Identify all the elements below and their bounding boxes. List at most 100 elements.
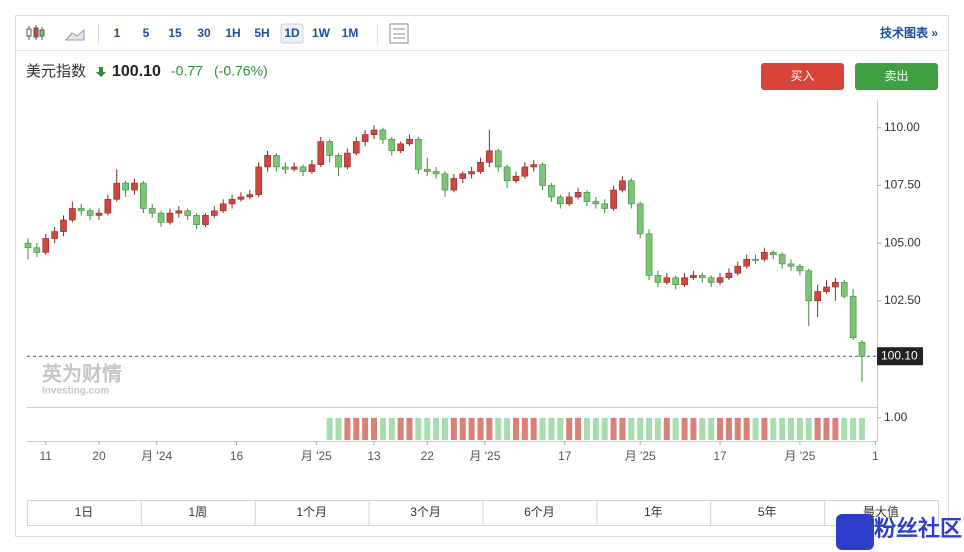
period-tab[interactable] (368, 500, 484, 526)
candle-body (33, 247, 41, 253)
interval-button[interactable]: 5 (143, 26, 150, 40)
x-tick-label: 月 '25 (784, 449, 815, 463)
candle-body (273, 155, 280, 168)
sell-button[interactable] (855, 63, 938, 90)
period-label[interactable]: 最大值 (863, 504, 899, 519)
volume-bar (415, 417, 422, 440)
candle-body (698, 275, 706, 279)
period-label[interactable]: 5年 (758, 505, 777, 519)
candle-body (654, 275, 662, 283)
interval-button[interactable]: 1 (114, 26, 121, 40)
candle-body (184, 210, 192, 216)
interval-button[interactable]: 1W (312, 26, 331, 40)
sell-label[interactable]: 卖出 (884, 69, 908, 83)
buy-button[interactable] (761, 63, 844, 90)
period-label[interactable]: 6个月 (524, 505, 555, 519)
candle-body (211, 210, 218, 216)
candle-body (628, 180, 635, 205)
period-label[interactable]: 1周 (188, 505, 207, 519)
volume-bar (681, 417, 688, 440)
volume-bar (663, 417, 670, 440)
volume-bar (699, 417, 706, 440)
interval-button[interactable]: 30 (197, 26, 211, 40)
candle-body (707, 277, 715, 283)
interval-button[interactable]: 15 (168, 26, 182, 40)
tech-chart-link[interactable]: 技术图表 » (880, 25, 938, 40)
x-tick-label: 1 (872, 449, 879, 463)
volume-bar (397, 417, 404, 440)
candle-body (131, 182, 138, 191)
corner-badge: 粉丝社区 (874, 516, 962, 541)
volume-bar (725, 417, 732, 440)
candle-body (281, 166, 289, 170)
candle-body (317, 141, 325, 165)
candle-body (565, 196, 573, 205)
volume-bar (708, 417, 715, 440)
candle-body (840, 282, 848, 297)
period-label[interactable]: 3个月 (410, 505, 441, 519)
candle-body (246, 194, 254, 198)
candle-body (255, 166, 262, 195)
volume-bar (504, 417, 511, 440)
candle-body (503, 166, 511, 182)
period-tab[interactable] (596, 500, 712, 526)
candle-body (814, 291, 821, 302)
candle-body (539, 164, 546, 186)
candle-body (681, 277, 688, 285)
candle-body (583, 192, 591, 202)
candle-body (796, 265, 804, 272)
volume-bar (450, 417, 457, 440)
candle-body (663, 277, 671, 283)
candle-body (113, 182, 121, 200)
interval-button[interactable]: 1M (342, 26, 359, 40)
volume-bar (654, 417, 661, 440)
candle-body (379, 129, 387, 140)
candle-body (69, 208, 76, 221)
volume-bar (512, 417, 519, 440)
period-tab[interactable] (482, 500, 598, 526)
volume-bar (646, 417, 653, 440)
volume-bar (752, 417, 759, 440)
candle-body (290, 166, 298, 170)
candle-body (388, 138, 396, 152)
volume-bar (734, 417, 741, 440)
candle-body (24, 242, 32, 249)
candle-body (769, 252, 777, 255)
candle-body (530, 164, 538, 168)
volume-bar (628, 417, 635, 440)
interval-button[interactable]: 1D (284, 26, 300, 40)
candle-body (122, 182, 129, 191)
volume-bar (859, 417, 865, 440)
candle-body (690, 275, 697, 279)
period-label[interactable]: 1年 (644, 505, 663, 519)
candle-body (494, 150, 502, 168)
candle-body (51, 231, 58, 239)
candle-body (406, 138, 413, 145)
instrument-name: 美元指数 (26, 63, 86, 80)
volume-bar (814, 417, 821, 440)
candle-body (725, 272, 733, 279)
candle-body (86, 210, 94, 216)
interval-button[interactable]: 1H (225, 26, 240, 40)
candle-body (512, 175, 520, 182)
candle-body (264, 155, 271, 168)
x-tick-label: 11 (40, 449, 53, 463)
volume-bar (672, 417, 679, 440)
volume-bar (583, 417, 590, 440)
buy-label[interactable]: 买入 (790, 69, 814, 83)
volume-bar (601, 417, 608, 440)
interval-button[interactable]: 5H (254, 26, 269, 40)
period-label[interactable]: 1个月 (296, 505, 327, 519)
period-tab[interactable] (27, 500, 142, 526)
volume-bar (344, 417, 351, 440)
candle-body (486, 150, 493, 163)
candle-body (370, 129, 378, 135)
period-label[interactable]: 1日 (75, 505, 94, 519)
volume-tick-label: 1.00 (884, 410, 908, 424)
candle-body (441, 173, 449, 191)
period-tab[interactable] (140, 500, 256, 526)
volume-bar (459, 417, 466, 440)
candle-body (361, 134, 369, 142)
volume-bar (477, 417, 484, 440)
